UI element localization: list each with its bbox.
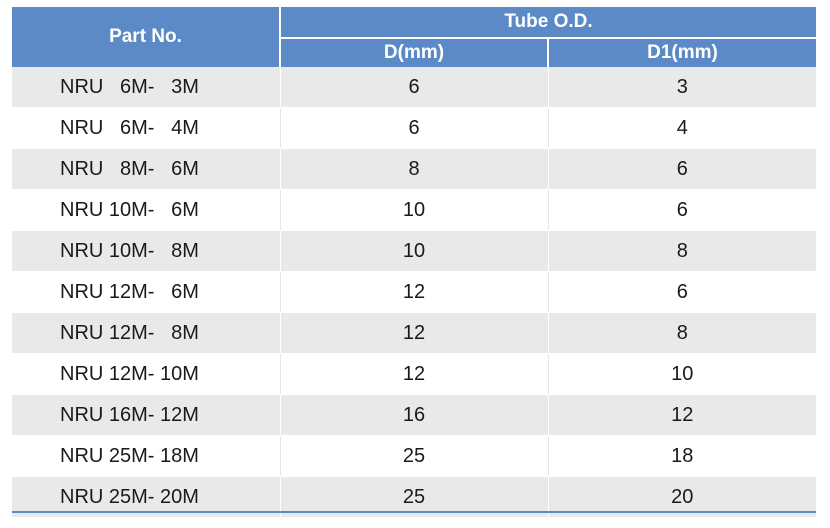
d1-cell: 18 <box>547 435 816 477</box>
d1-cell: 3 <box>547 67 816 108</box>
part-number-cell: NRU 25M- 18M <box>12 435 280 477</box>
d1-cell: 6 <box>547 189 816 231</box>
part-number-cell: NRU 8M- 6M <box>12 148 280 190</box>
spec-table-container: Part No. Tube O.D. D(mm) D1(mm) NRU 6M- … <box>12 7 816 518</box>
d-cell: 25 <box>279 476 548 518</box>
part-number-cell: NRU 10M- 6M <box>12 189 280 231</box>
d1-cell: 10 <box>547 353 816 395</box>
d-cell: 25 <box>279 435 548 477</box>
spec-table: Part No. Tube O.D. D(mm) D1(mm) NRU 6M- … <box>12 7 816 518</box>
part-number-cell: NRU 12M- 8M <box>12 312 280 354</box>
table-row: NRU 6M- 3M 6 3 <box>12 67 816 108</box>
part-number-cell: NRU 6M- 3M <box>12 67 280 108</box>
d-cell: 6 <box>279 67 548 108</box>
part-number-cell: NRU 6M- 4M <box>12 107 280 149</box>
table-row: NRU 12M- 8M 12 8 <box>12 312 816 354</box>
table-header: Part No. Tube O.D. D(mm) D1(mm) <box>12 7 816 67</box>
header-d1: D1(mm) <box>548 38 816 67</box>
d1-cell: 8 <box>547 312 816 354</box>
part-number-cell: NRU 12M- 10M <box>12 353 280 395</box>
table-row: NRU 8M- 6M 8 6 <box>12 148 816 190</box>
table-row: NRU 10M- 6M 10 6 <box>12 189 816 231</box>
d-cell: 8 <box>279 148 548 190</box>
table-row: NRU 12M- 10M 12 10 <box>12 353 816 395</box>
d-cell: 10 <box>279 230 548 272</box>
table-bottom-rule <box>12 511 816 513</box>
d-cell: 16 <box>279 394 548 436</box>
part-number-cell: NRU 16M- 12M <box>12 394 280 436</box>
table-row: NRU 25M- 18M 25 18 <box>12 435 816 477</box>
d-cell: 12 <box>279 271 548 313</box>
table-row: NRU 6M- 4M 6 4 <box>12 107 816 149</box>
d-cell: 6 <box>279 107 548 149</box>
d1-cell: 8 <box>547 230 816 272</box>
d1-cell: 6 <box>547 148 816 190</box>
header-part-no: Part No. <box>12 7 281 67</box>
table-body: NRU 6M- 3M 6 3 NRU 6M- 4M 6 4 NRU 8M- 6M… <box>12 67 816 518</box>
header-d: D(mm) <box>280 38 549 67</box>
part-number-cell: NRU 12M- 6M <box>12 271 280 313</box>
d-cell: 12 <box>279 312 548 354</box>
d1-cell: 6 <box>547 271 816 313</box>
d1-cell: 12 <box>547 394 816 436</box>
d1-cell: 4 <box>547 107 816 149</box>
table-row: NRU 12M- 6M 12 6 <box>12 271 816 313</box>
d-cell: 12 <box>279 353 548 395</box>
header-tube-od: Tube O.D. <box>280 7 816 40</box>
table-row: NRU 10M- 8M 10 8 <box>12 230 816 272</box>
d-cell: 10 <box>279 189 548 231</box>
table-row: NRU 16M- 12M 16 12 <box>12 394 816 436</box>
part-number-cell: NRU 10M- 8M <box>12 230 280 272</box>
